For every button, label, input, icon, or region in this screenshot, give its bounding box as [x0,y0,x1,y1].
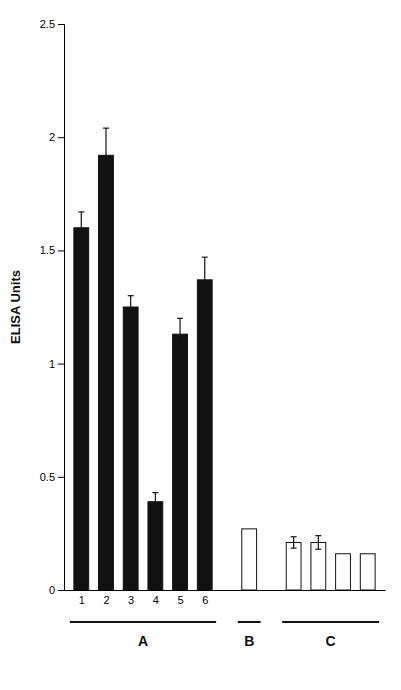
y-tick-mark [58,24,64,25]
chart: 0 0.5 1 1.5 2 2.5 1 2 3 4 5 6 A B C ELISA Units [0,0,401,690]
y-tick-mark [58,477,64,478]
bars [74,128,375,590]
y-tick: 1.5 [40,244,64,256]
y-tick: 0 [49,584,64,596]
error-bar-cap [315,549,321,550]
group-line [238,621,261,623]
error-bar [291,537,297,548]
y-tick-label: 0 [49,584,55,596]
bar [197,280,212,590]
group-label: A [138,633,148,649]
bar [311,542,326,590]
error-bar-cap [152,510,158,511]
group-annotations: A B C [70,622,379,649]
y-tick-mark [58,137,64,138]
group-label: C [326,633,336,649]
y-tick-label: 1 [49,358,55,370]
error-bar [128,296,134,319]
error-bar-stem [81,212,82,244]
error-bar-cap [78,211,84,212]
x-tick: 4 [153,594,159,606]
y-tick-label: 2.5 [40,18,55,30]
x-tick: 1 [79,594,85,606]
error-bar-cap [202,302,208,303]
x-tick: 6 [202,594,208,606]
error-bar [152,493,158,511]
bar [74,228,89,590]
group-label: B [244,633,254,649]
x-tick-label: 3 [128,594,134,606]
x-tick-label: 6 [202,594,208,606]
bar [360,554,375,590]
y-tick-label: 2 [49,131,55,143]
error-bar [177,318,183,350]
error-bar-stem [130,296,131,319]
error-bar-cap [152,492,158,493]
y-tick-mark [58,364,64,365]
error-bar-cap [177,349,183,350]
error-bar-cap [177,318,183,319]
x-tick: 5 [177,594,183,606]
y-tick-mark [58,250,64,251]
y-tick-label: 0.5 [40,471,55,483]
error-bar [202,257,208,302]
x-tick: 3 [128,594,134,606]
y-tick: 1 [49,358,64,370]
error-bar-cap [291,548,297,549]
group-line [70,621,216,623]
y-axis-title: ELISA Units [8,270,23,344]
bar [336,554,351,590]
bar [99,155,114,590]
error-bar-stem [105,128,106,182]
x-tick-label: 4 [153,594,159,606]
x-tick-label: 1 [79,594,85,606]
error-bar-cap [202,257,208,258]
y-tick-label: 1.5 [40,244,55,256]
error-bar-cap [128,295,134,296]
error-bar-cap [103,182,109,183]
x-axis: 1 2 3 4 5 6 [65,591,386,606]
error-bar [78,212,84,244]
y-tick-mark [58,590,64,591]
error-bar-stem [293,537,294,548]
x-tick-label: 5 [177,594,183,606]
error-bar-stem [155,493,156,511]
bar [123,307,138,590]
bar [242,529,257,590]
error-bar-stem [204,257,205,302]
bar [286,542,301,590]
x-tick: 2 [103,594,109,606]
bar [173,334,188,590]
x-tick-label: 2 [103,594,109,606]
error-bar-cap [128,318,134,319]
error-bar [103,128,109,182]
y-tick: 0.5 [40,471,64,483]
plot: 0 0.5 1 1.5 2 2.5 1 2 3 4 5 6 A B C ELISA Units [8,18,386,649]
y-axis: 0 0.5 1 1.5 2 2.5 [40,18,65,596]
error-bar-cap [291,536,297,537]
y-tick: 2 [49,131,64,143]
error-bar-cap [78,243,84,244]
error-bar [315,536,321,550]
group-line [282,621,379,623]
error-bar-cap [315,535,321,536]
y-tick: 2.5 [40,18,64,30]
error-bar-stem [318,536,319,550]
y-axis-line [58,25,65,591]
bar [148,502,163,590]
x-axis-line [65,590,386,591]
error-bar-stem [179,318,180,350]
error-bar-cap [103,128,109,129]
